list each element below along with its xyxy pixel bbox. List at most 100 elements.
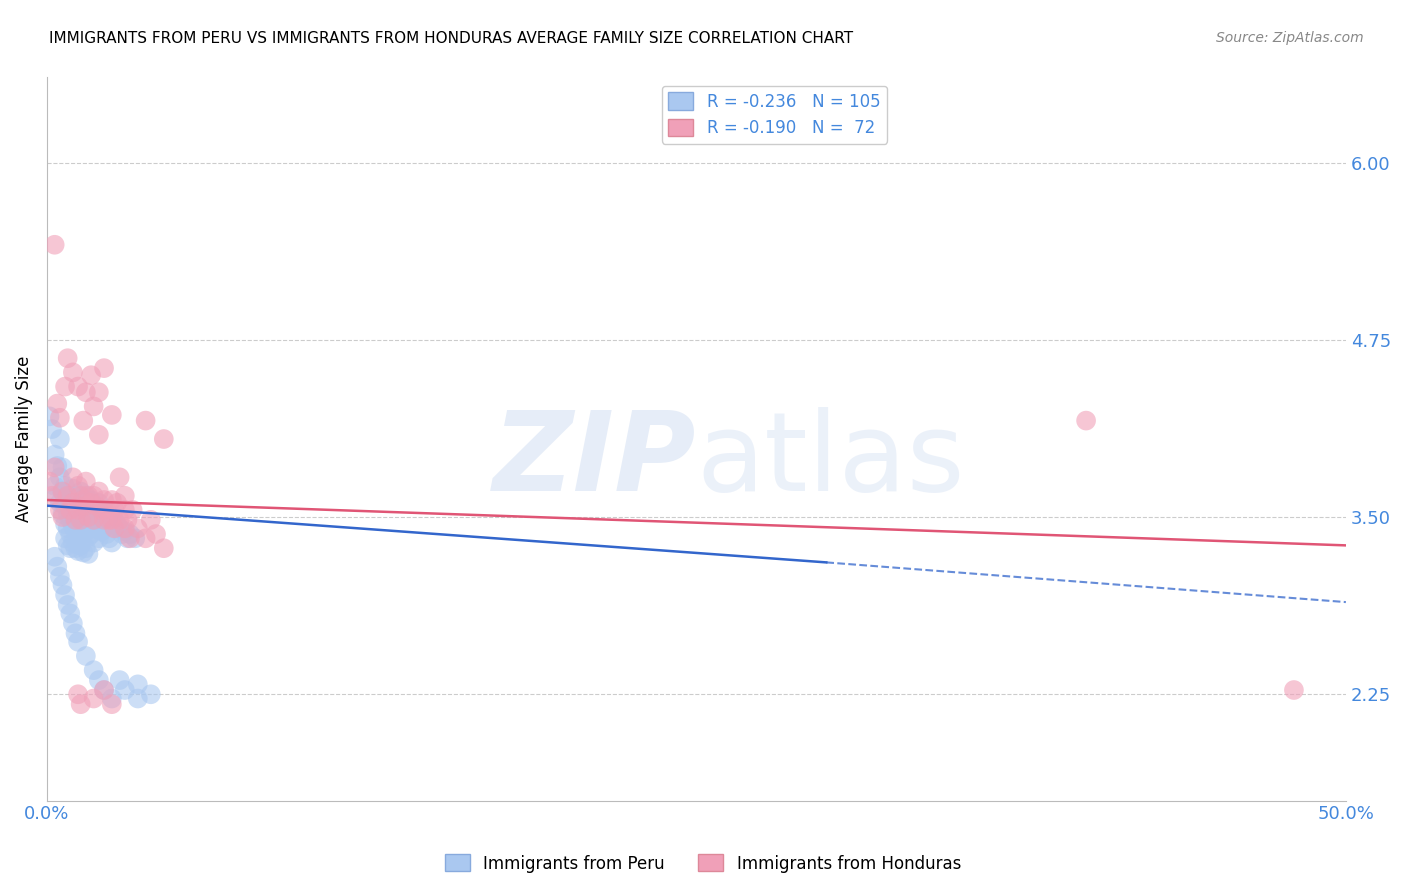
Text: ZIP: ZIP <box>494 408 696 514</box>
Point <box>62 501 84 516</box>
Point <box>114 489 136 503</box>
Point <box>69 521 91 535</box>
Point <box>53 499 76 513</box>
Point <box>101 493 124 508</box>
Point <box>83 535 105 549</box>
Point <box>87 385 110 400</box>
Point <box>93 493 115 508</box>
Point <box>101 513 124 527</box>
Point <box>98 513 121 527</box>
Point <box>51 484 73 499</box>
Point <box>69 513 91 527</box>
Point <box>90 524 112 539</box>
Point <box>46 489 69 503</box>
Point <box>93 521 115 535</box>
Point <box>83 663 105 677</box>
Point <box>49 503 72 517</box>
Point <box>139 687 162 701</box>
Point <box>72 414 94 428</box>
Point <box>49 432 72 446</box>
Point <box>84 499 107 513</box>
Point <box>75 489 97 503</box>
Point <box>152 541 174 556</box>
Point <box>59 527 82 541</box>
Point <box>56 521 79 535</box>
Point <box>67 635 90 649</box>
Point <box>46 396 69 410</box>
Point <box>51 510 73 524</box>
Point <box>62 496 84 510</box>
Point <box>127 521 149 535</box>
Point <box>127 691 149 706</box>
Y-axis label: Average Family Size: Average Family Size <box>15 356 32 522</box>
Point <box>51 578 73 592</box>
Point <box>62 616 84 631</box>
Point <box>96 527 118 541</box>
Point <box>101 517 124 532</box>
Point <box>77 547 100 561</box>
Point <box>77 530 100 544</box>
Point <box>77 510 100 524</box>
Point <box>62 535 84 549</box>
Point <box>87 513 110 527</box>
Point <box>53 379 76 393</box>
Point <box>90 503 112 517</box>
Point <box>96 503 118 517</box>
Point <box>59 503 82 517</box>
Point <box>93 683 115 698</box>
Point <box>59 541 82 556</box>
Point <box>67 379 90 393</box>
Point <box>56 598 79 612</box>
Point <box>117 513 139 527</box>
Point <box>83 517 105 532</box>
Point <box>80 510 103 524</box>
Point <box>77 496 100 510</box>
Point <box>56 489 79 503</box>
Point <box>44 460 66 475</box>
Point <box>118 531 141 545</box>
Point <box>46 458 69 473</box>
Point <box>65 626 87 640</box>
Point <box>139 513 162 527</box>
Point <box>62 365 84 379</box>
Point <box>108 521 131 535</box>
Point <box>67 510 90 524</box>
Point <box>56 538 79 552</box>
Point <box>38 475 60 489</box>
Point <box>56 489 79 503</box>
Legend: Immigrants from Peru, Immigrants from Honduras: Immigrants from Peru, Immigrants from Ho… <box>439 847 967 880</box>
Point <box>121 503 143 517</box>
Point <box>65 489 87 503</box>
Point <box>67 544 90 558</box>
Point <box>69 484 91 499</box>
Point <box>51 484 73 499</box>
Point <box>49 410 72 425</box>
Point <box>105 517 128 532</box>
Point <box>152 432 174 446</box>
Point <box>118 527 141 541</box>
Point <box>62 482 84 496</box>
Point <box>75 648 97 663</box>
Point <box>67 503 90 517</box>
Point <box>75 541 97 556</box>
Point <box>56 507 79 521</box>
Point <box>84 503 107 517</box>
Point <box>67 493 90 508</box>
Point <box>103 503 125 517</box>
Point <box>69 503 91 517</box>
Point <box>83 499 105 513</box>
Legend: R = -0.236   N = 105, R = -0.190   N =  72: R = -0.236 N = 105, R = -0.190 N = 72 <box>662 86 887 144</box>
Point <box>83 489 105 503</box>
Point <box>84 521 107 535</box>
Point <box>72 493 94 508</box>
Point <box>80 496 103 510</box>
Point <box>105 496 128 510</box>
Point <box>72 545 94 559</box>
Point <box>114 503 136 517</box>
Point <box>65 541 87 556</box>
Point <box>90 507 112 521</box>
Point <box>59 607 82 621</box>
Point <box>87 427 110 442</box>
Point <box>41 422 63 436</box>
Point <box>69 489 91 503</box>
